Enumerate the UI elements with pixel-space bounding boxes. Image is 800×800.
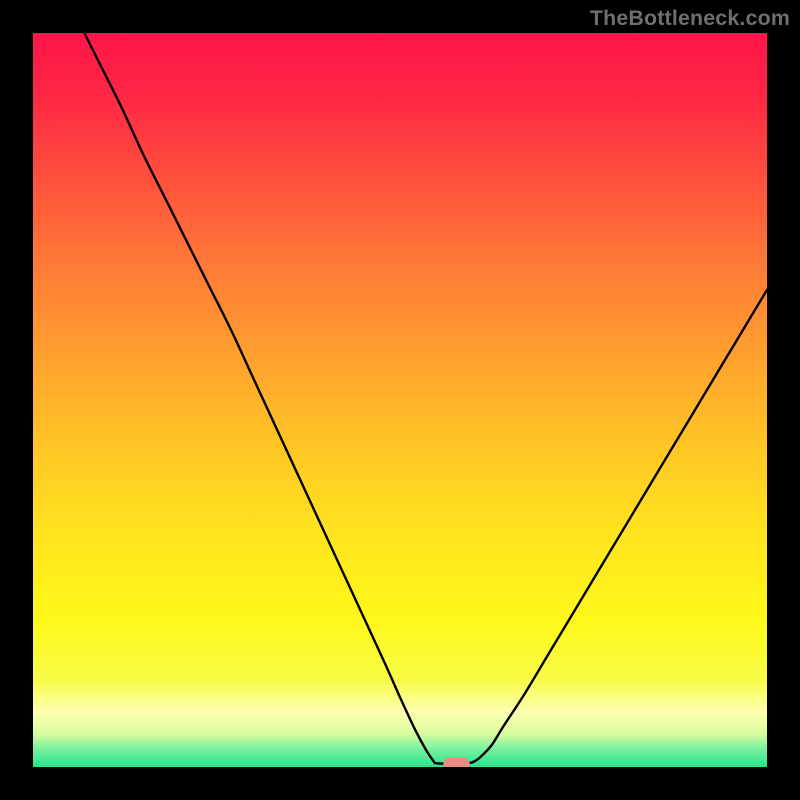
watermark-label: TheBottleneck.com [590,6,790,31]
chart-svg [0,0,800,800]
chart-gradient-background [33,33,767,767]
bottleneck-chart: TheBottleneck.com [0,0,800,800]
